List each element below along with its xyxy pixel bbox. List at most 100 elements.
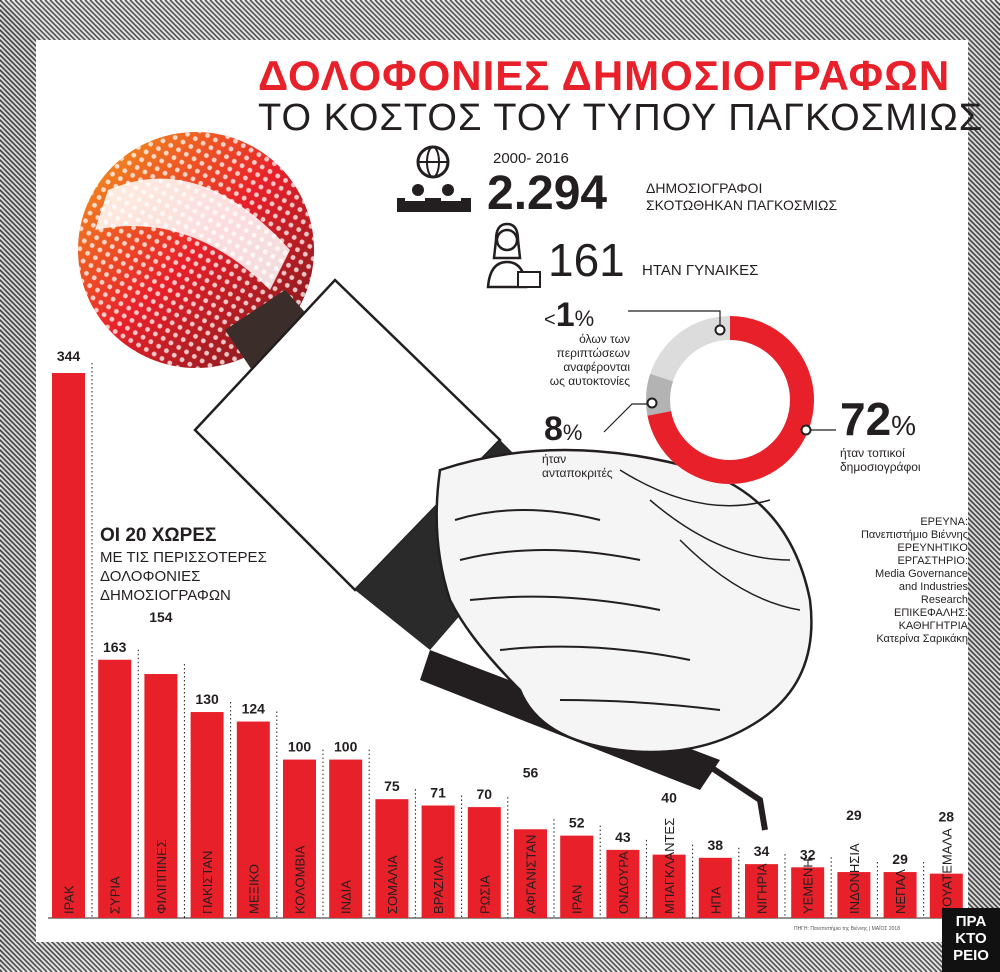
bar-value-label: 344 [57,348,81,364]
pct-suicide-note-line: όλων των [579,332,630,346]
bar-value-label: 34 [754,843,770,859]
bar-value-label: 124 [242,701,266,717]
pct-local-note-line: ήταν τοπικοί [840,446,905,460]
bar [329,759,363,918]
credits-line: and Industries [898,581,968,593]
bar-category-label: ΚΟΛΟΜΒΙΑ [293,845,308,914]
bar-category-label: ΓΟΥΑΤΕΜΑΛΑ [939,828,954,914]
pct-local-label: 72% [840,392,916,446]
bar-value-label: 28 [939,809,955,825]
bar [52,373,85,918]
bar-value-label: 29 [892,851,908,867]
pct-suicide-note-line: περιπτώσεων [556,346,630,360]
pct-suicide-note-line: αναφέρονται [563,360,630,374]
logo-line: ΠΡΑ [955,913,987,930]
source-note: ΠΗΓΗ: Πανεπιστήμιο της Βιέννης | ΜΑΪΟΣ 2… [793,926,900,932]
bar [190,712,224,918]
microphone-hand-illustration [78,132,813,831]
pct-correspondents-note: ήταν ανταποκριτές [542,452,613,480]
bar-category-label: ΣΥΡΙΑ [108,876,123,914]
credits-line: Πανεπιστήμιο Βιέννης [860,529,968,541]
bar-value-label: 70 [477,786,493,802]
credits-line: Research [920,594,968,606]
bar-value-label: 29 [846,807,862,823]
bar-category-label: ΙΡΑΝ [570,885,585,914]
ranking-subtitle-line: ΔΟΛΟΦΟΝΙΕΣ [100,568,201,585]
pct-local-unit: % [891,410,917,441]
bar [421,805,455,918]
bar [698,857,732,918]
pct-correspondents-unit: % [562,420,583,445]
pct-correspondents-label: 8% [544,410,582,449]
credits-line: Κατερίνα Σαρικάκη [876,633,968,645]
bar-category-label: ΙΝΔΙΑ [339,880,354,914]
bar-value-label: 100 [288,739,312,755]
credits-line: ΕΡΕΥΝΗΤΙΚΟ [897,542,968,554]
bar [883,872,917,918]
stat-total-note-line1: ΔΗΜΟΣΙΟΓΡΑΦΟΙ [646,180,763,196]
bar-value-label: 100 [334,739,358,755]
bar-category-label: ΣΟΜΑΛΙΑ [385,855,400,914]
bar-category-label: ΗΠΑ [708,886,723,914]
bar [236,721,270,918]
donut-marker [646,397,658,409]
bar-category-label: ΑΦΓΑΝΙΣΤΑΝ [524,835,539,914]
pct-correspondents-note-line: ανταποκριτές [542,466,613,480]
bar-category-label: ΒΡΑΖΙΛΙΑ [431,856,446,914]
bar [606,849,640,918]
bar [467,807,501,918]
publisher-logo: ΠΡΑ ΚΤΟ ΡΕΙΟ [942,908,1000,972]
bar-value-label: 52 [569,815,585,831]
bar [652,854,686,918]
ranking-subtitle: ΜΕ ΤΙΣ ΠΕΡΙΣΣΟΤΕΡΕΣ ΔΟΛΟΦΟΝΙΕΣ ΔΗΜΟΣΙΟΓΡ… [100,548,267,605]
stat-total: 2.294 [487,167,608,220]
logo-line: ΡΕΙΟ [953,947,989,964]
bar [98,659,132,918]
page-subtitle: ΤΟ ΚΟΣΤΟΣ ΤΟΥ ΤΥΠΟΥ ΠΑΓΚΟΣΜΙΩΣ [258,97,984,139]
bar [375,799,409,918]
donut-marker [800,424,812,436]
leader-correspondents [603,403,650,433]
bar [791,867,825,918]
bar-chart: 344 ΙΡΑΚ 163 ΣΥΡΙΑ 154 ΦΙΛΙΠΠΙΝΕΣ 130 ΠΑΚΙΣΤΑΝ 1… [48,348,976,919]
pct-suicide-note: όλων των περιπτώσεων αναφέρονται ως αυτο… [540,332,630,388]
ranking-subtitle-line: ΔΗΜΟΣΙΟΓΡΑΦΩΝ [100,587,231,604]
bar-value-label: 32 [800,846,816,862]
bar [560,835,594,918]
globe-press-icon [397,145,471,212]
bar-category-label: ΥΕΜΕΝΗ [801,858,816,914]
credits-line: ΚΑΘΗΓΗΤΡΙΑ [898,620,968,632]
logo-line: ΚΤΟ [955,930,987,947]
bar-category-label: ΦΙΛΙΠΠΙΝΕΣ [154,839,169,914]
bar-value-label: 163 [103,639,127,655]
bar-category-label: ΡΩΣΙΑ [477,875,492,914]
pct-suicide-unit: % [574,306,595,331]
bar [745,864,778,918]
bar [514,829,547,918]
bar-category-label: ΜΠΑΓΚΛΑΝΤΕΣ [662,818,677,914]
pct-local-num: 72 [840,393,892,445]
bar-value-label: 38 [708,837,724,853]
bar-category-label: ΝΙΓΗΡΙΑ [755,863,770,914]
bar-value-label: 56 [523,764,539,780]
bar-value-label: 130 [195,691,219,707]
ranking-subtitle-line: ΜΕ ΤΙΣ ΠΕΡΙΣΣΟΤΕΡΕΣ [100,549,267,566]
bar [144,674,178,918]
credits-line: ΕΡΓΑΣΤΗΡΙΟ: [897,555,968,567]
bar-category-label: ΜΕΞΙΚΟ [246,864,261,914]
page-title: ΔΟΛΟΦΟΝΙΕΣ ΔΗΜΟΣΙΟΓΡΑΦΩΝ [258,52,951,99]
stat-women-note: ΗΤΑΝ ΓΥΝΑΙΚΕΣ [642,262,759,279]
bar-value-label: 40 [661,790,677,806]
pct-suicide-prefix: < [544,309,556,331]
bar-value-label: 71 [430,785,446,801]
bar-category-label: ΝΕΠΑΛ [893,869,908,914]
bar [837,872,871,918]
credits-line: Media Governance [875,568,968,580]
donut-chart [603,310,836,484]
stat-total-note: ΔΗΜΟΣΙΟΓΡΑΦΟΙ ΣΚΟΤΩΘΗΚΑΝ ΠΑΓΚΟΣΜΙΩΣ [646,180,837,214]
pct-local-note-line: δημοσιογράφοι [840,460,921,474]
donut-segment-local [646,316,814,484]
pct-correspondents-num: 8 [544,410,563,448]
bar [283,759,316,918]
